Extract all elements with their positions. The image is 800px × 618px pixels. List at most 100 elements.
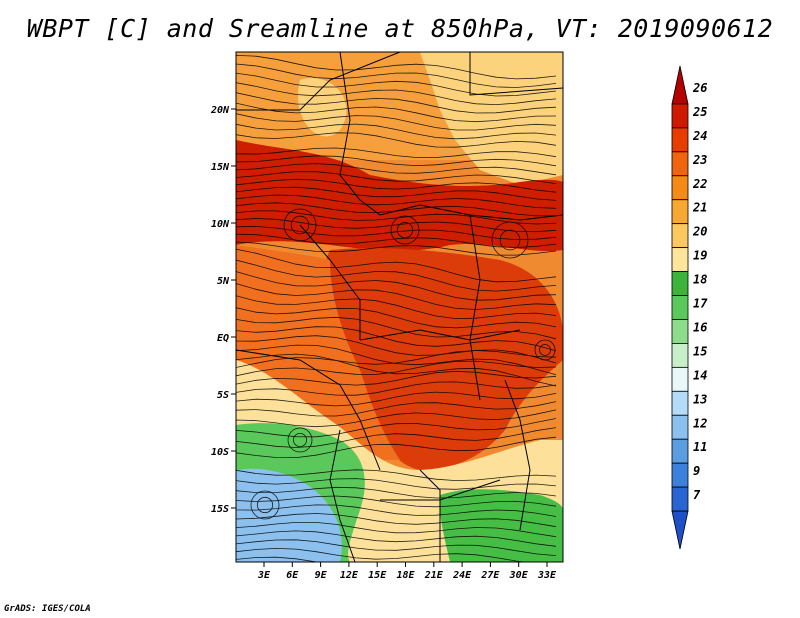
streamline xyxy=(236,248,557,283)
lon-tick-label: 3E xyxy=(257,570,271,581)
streamlines xyxy=(236,54,557,562)
colorbar-segment xyxy=(671,151,689,177)
streamline xyxy=(236,171,557,184)
colorbar-label: 9 xyxy=(693,464,700,478)
colorbar-label: 21 xyxy=(692,201,707,215)
colorbar-segment xyxy=(671,438,689,464)
streamline xyxy=(236,486,557,499)
colorbar-label: 13 xyxy=(693,392,707,406)
streamline xyxy=(236,63,557,88)
lon-tick-label: 6E xyxy=(286,570,299,581)
map-frame xyxy=(235,51,564,563)
colorbar-segment xyxy=(671,366,689,392)
country-border xyxy=(329,429,356,562)
lon-tick-label: 9E xyxy=(315,570,328,581)
streamline xyxy=(236,436,557,459)
colorbar-segment xyxy=(671,103,689,129)
streamline xyxy=(236,271,557,301)
latitude-axis: 20N 15N 10N 5N EQ 5S 10S 15S xyxy=(210,105,236,515)
streamline xyxy=(236,283,557,310)
country-border xyxy=(469,214,481,401)
streamline-vortex xyxy=(292,432,307,447)
streamline xyxy=(236,163,557,176)
country-border xyxy=(236,349,381,471)
lat-tick-label: 10N xyxy=(211,219,230,230)
streamline xyxy=(236,259,557,292)
country-border xyxy=(419,469,441,562)
lon-tick-label: 27E xyxy=(480,570,500,581)
streamline xyxy=(236,155,557,167)
wbpt-field xyxy=(236,52,563,562)
colorbar-segment xyxy=(671,486,689,512)
streamline xyxy=(236,504,557,517)
colorbar-segment xyxy=(671,247,689,272)
streamline xyxy=(236,132,557,148)
colorbar-segment xyxy=(671,390,689,416)
streamline xyxy=(236,210,557,225)
country-border xyxy=(236,52,401,111)
colorbar-segment xyxy=(671,65,689,105)
streamline xyxy=(236,556,320,562)
streamline xyxy=(236,123,557,140)
lon-tick-label: 18E xyxy=(396,570,415,581)
streamline-vortex xyxy=(491,221,529,259)
lon-tick-label: 15E xyxy=(368,570,387,581)
colorbar-segment xyxy=(671,343,689,368)
streamline xyxy=(236,225,557,241)
streamline xyxy=(236,418,557,438)
colorbar-label: 12 xyxy=(693,416,707,430)
lon-tick-label: 21E xyxy=(424,570,444,581)
colorbar-label: 17 xyxy=(693,297,708,311)
colorbar-label: 16 xyxy=(693,320,707,334)
streamline xyxy=(236,178,557,193)
streamline xyxy=(236,360,557,377)
streamline-vortex xyxy=(499,229,521,251)
colorbar-label: 11 xyxy=(693,440,707,454)
colorbar-segment xyxy=(671,462,689,488)
colorbar-segment xyxy=(671,127,689,153)
lat-tick-label: 15S xyxy=(211,504,229,515)
country-border xyxy=(359,329,521,341)
colorbar: 26 25 24 23 22 21 20 19 18 17 16 15 14 13 12 11 9 7 xyxy=(671,65,708,550)
country-border xyxy=(339,52,381,216)
streamline xyxy=(236,335,557,364)
lat-tick-label: 5N xyxy=(217,276,230,287)
colorbar-segment xyxy=(671,319,689,344)
streamline xyxy=(236,147,557,158)
lat-tick-label: 15N xyxy=(211,162,230,173)
map-title: WBPT [C] and Sreamline at 850hPa, VT: 20… xyxy=(26,14,774,43)
colorbar-label: 23 xyxy=(692,153,707,167)
country-border xyxy=(380,479,501,501)
sahel-red-band xyxy=(236,140,563,252)
streamline xyxy=(236,305,557,329)
streamline xyxy=(236,401,557,417)
streamline xyxy=(236,102,557,123)
streamline xyxy=(236,194,557,209)
streamline xyxy=(236,202,556,217)
colorbar-segment xyxy=(671,510,689,550)
lat-tick-label: 10S xyxy=(211,447,229,458)
streamline-vortex xyxy=(396,221,414,239)
streamline xyxy=(236,391,557,407)
colorbar-label: 15 xyxy=(693,344,707,358)
lon-tick-label: 33E xyxy=(537,570,557,581)
streamline-vortex xyxy=(256,496,274,514)
central-red-zone xyxy=(322,248,563,470)
colorbar-segment xyxy=(671,414,689,440)
streamline-vortex xyxy=(287,427,313,453)
streamline xyxy=(236,54,557,80)
colorbar-label: 7 xyxy=(693,488,701,502)
streamline xyxy=(236,344,557,376)
streamline-vortex xyxy=(539,344,551,356)
colorbar-segment xyxy=(671,223,689,249)
country-border xyxy=(504,379,531,531)
colorbar-label: 18 xyxy=(693,273,707,287)
streamline xyxy=(236,218,557,233)
lat-tick-label: 5S xyxy=(217,390,229,401)
country-border xyxy=(299,224,361,340)
streamline xyxy=(236,186,557,201)
streamline-vortex xyxy=(290,215,310,235)
lon-tick-label: 24E xyxy=(452,570,472,581)
lat-tick-label: EQ xyxy=(217,333,229,344)
